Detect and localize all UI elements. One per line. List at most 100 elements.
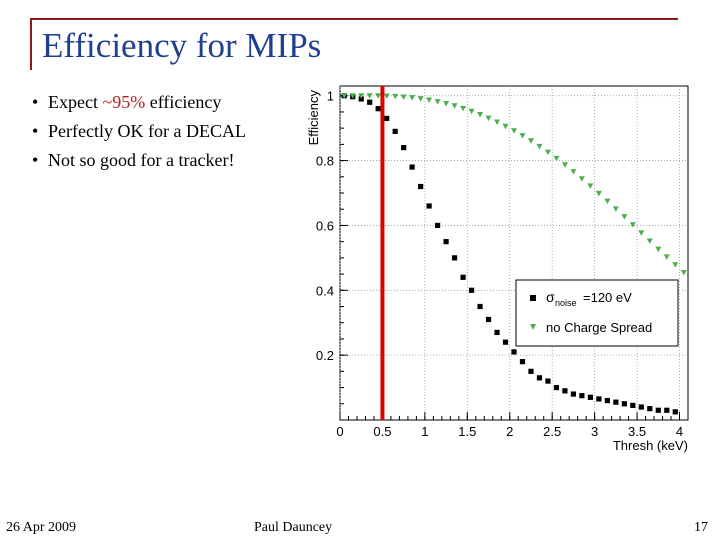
data-point-no-spread: [383, 93, 390, 100]
bullet-text: Expect: [48, 92, 103, 112]
data-point-no-spread: [536, 143, 543, 150]
bullet-symbol: •: [32, 150, 39, 170]
footer-date: 26 Apr 2009: [6, 520, 76, 535]
data-point-no-spread: [655, 246, 662, 253]
y-tick-label: 1: [327, 89, 334, 104]
x-tick-label: 2.5: [543, 424, 561, 439]
data-point-no-spread: [561, 162, 568, 168]
x-axis-title: Thresh (keV): [613, 438, 688, 453]
title-frame-left-rule: [30, 18, 32, 70]
data-point-no-spread: [477, 112, 484, 118]
legend-marker-noise: [530, 295, 536, 301]
bullet-symbol: •: [32, 121, 39, 141]
x-tick-label: 3.5: [628, 424, 646, 439]
data-point-noise: [401, 145, 407, 151]
data-point-no-spread: [341, 93, 348, 99]
data-point-noise: [494, 329, 500, 336]
data-point-noise: [604, 397, 610, 404]
data-point-noise: [630, 402, 636, 409]
slide-title: Efficiency for MIPs: [42, 26, 322, 65]
data-point-noise: [367, 99, 373, 105]
x-tick-label: 2: [506, 424, 513, 439]
data-point-noise: [579, 393, 585, 399]
data-point-noise: [664, 407, 670, 413]
bullet-text-tail: efficiency: [145, 92, 222, 112]
legend-marker-no-spread: [530, 324, 536, 330]
data-point-noise: [511, 349, 517, 355]
data-point-no-spread: [578, 176, 585, 182]
data-point-noise: [570, 391, 577, 397]
bullet-item: • Not so good for a tracker!: [32, 146, 246, 175]
data-point-noise: [477, 303, 483, 310]
title-frame: [30, 18, 678, 70]
data-point-noise: [638, 404, 644, 410]
bullet-highlight: ~95%: [102, 92, 146, 112]
data-point-noise: [384, 115, 390, 122]
data-point-noise: [562, 388, 568, 394]
legend-symbol-sigma: σ: [546, 289, 555, 305]
data-point-noise: [545, 378, 551, 384]
data-point-noise: [519, 359, 526, 365]
footer-author: Paul Dauncey: [254, 520, 333, 535]
data-point-noise: [528, 368, 534, 374]
data-point-no-spread: [621, 214, 628, 220]
title-frame-top-rule: [30, 18, 678, 20]
data-point-no-spread: [587, 183, 594, 189]
y-axis-title: Efficiency: [306, 90, 321, 146]
data-point-no-spread: [426, 97, 433, 103]
data-point-noise: [655, 407, 661, 413]
y-tick-label: 0.6: [316, 218, 334, 233]
footer-page-number: 17: [694, 520, 708, 535]
y-tick-label: 0.8: [316, 154, 334, 169]
data-point-noise: [409, 164, 415, 170]
data-point-no-spread: [663, 254, 670, 260]
bullet-item: • Perfectly OK for a DECAL: [32, 117, 246, 146]
data-point-no-spread: [553, 155, 560, 162]
bullet-symbol: •: [32, 92, 39, 112]
data-point-no-spread: [604, 198, 611, 205]
plot-frame: [339, 85, 689, 421]
data-point-noise: [426, 203, 432, 209]
data-point-no-spread: [638, 230, 645, 236]
data-point-no-spread: [358, 93, 365, 99]
data-point-noise: [596, 396, 602, 402]
data-point-no-spread: [485, 115, 492, 122]
data-point-no-spread: [443, 101, 450, 107]
data-point-no-spread: [366, 93, 373, 99]
bullet-item: • Expect ~95% efficiency: [32, 88, 246, 117]
x-tick-label: 3: [591, 424, 598, 439]
efficiency-chart: 0 0.5 1 1.5 2 2.5 3 3.5 4 0.2 0.4 0.6 0.8 1 Thresh (ke…: [306, 85, 689, 453]
bullet-list: • Expect ~95% efficiency • Perfectly OK fo…: [32, 88, 246, 175]
data-point-no-spread: [527, 138, 534, 144]
data-point-noise: [468, 287, 475, 293]
legend-box: [515, 279, 679, 347]
data-point-no-spread: [451, 103, 458, 109]
data-point-no-spread: [468, 108, 475, 115]
data-point-noise: [647, 406, 653, 412]
data-point-no-spread: [544, 149, 551, 156]
data-point-no-spread: [680, 269, 687, 276]
data-point-noise: [485, 316, 492, 323]
data-point-noise: [375, 106, 381, 112]
data-point-no-spread: [672, 262, 679, 268]
data-point-no-spread: [519, 133, 526, 139]
data-point-noise: [443, 239, 449, 245]
data-point-noise: [502, 339, 509, 345]
data-point-noise: [621, 401, 627, 407]
data-point-no-spread: [400, 94, 407, 101]
x-tick-label: 4: [676, 424, 683, 439]
data-point-noise: [418, 183, 424, 190]
data-point-no-spread: [612, 206, 619, 212]
legend-subscript-noise: noise: [555, 298, 577, 308]
data-point-noise: [672, 409, 678, 415]
data-point-no-spread: [494, 119, 501, 125]
legend-label-no-spread: no Charge Spread: [546, 320, 652, 335]
y-tick-label: 0.4: [316, 283, 334, 298]
data-point-noise: [435, 222, 441, 229]
data-point-noise: [613, 399, 619, 405]
data-point-noise: [536, 375, 543, 381]
bullet-text: Perfectly OK for a DECAL: [48, 121, 246, 141]
x-tick-label: 1: [421, 424, 428, 439]
data-point-no-spread: [417, 96, 424, 102]
data-point-no-spread: [349, 93, 356, 99]
